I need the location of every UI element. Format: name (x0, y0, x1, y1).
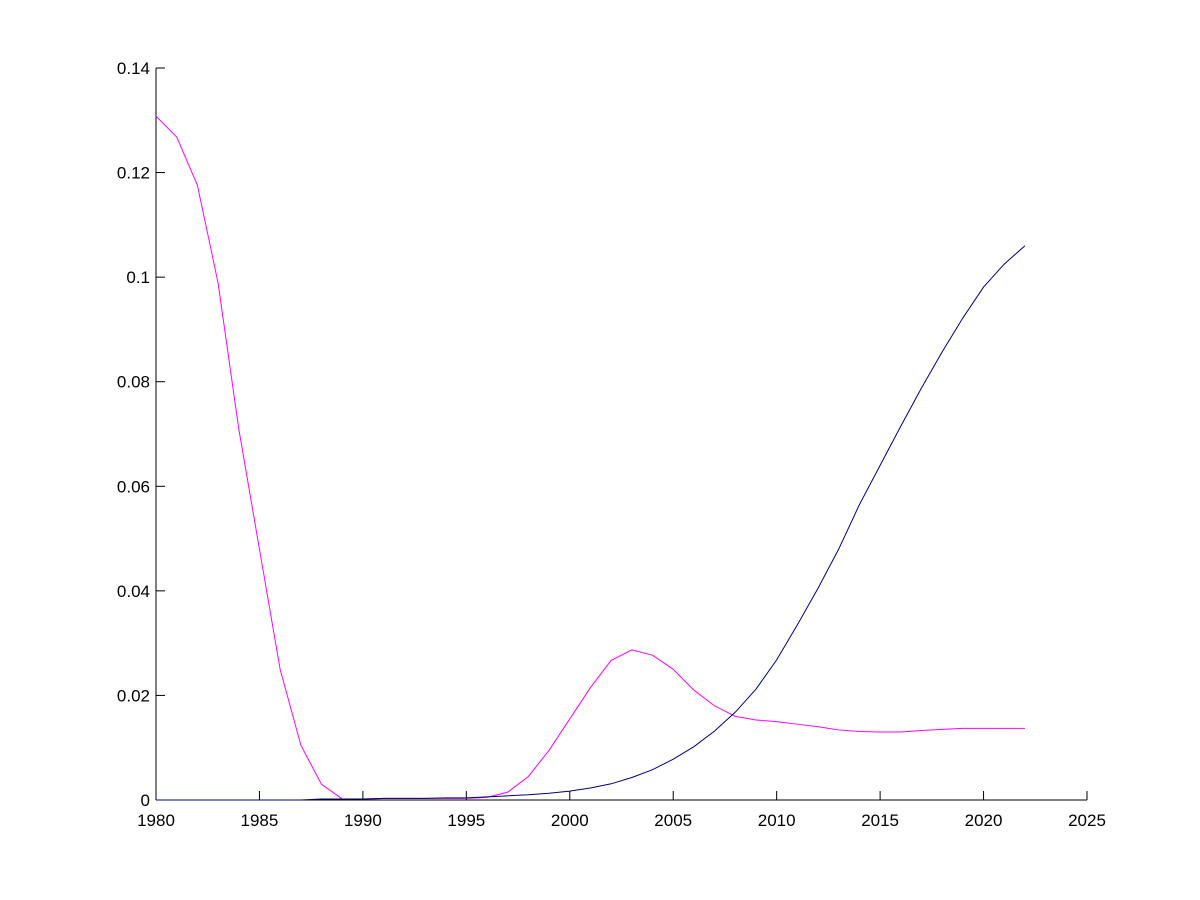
x-tick-label: 2020 (965, 811, 1003, 830)
y-tick-label: 0 (141, 791, 150, 810)
y-tick-label: 0.12 (117, 164, 150, 183)
y-tick-label: 0.08 (117, 373, 150, 392)
x-tick-label: 1985 (241, 811, 279, 830)
y-tick-label: 0.06 (117, 477, 150, 496)
x-tick-label: 2010 (758, 811, 796, 830)
x-tick-label: 2025 (1068, 811, 1106, 830)
y-tick-label: 0.1 (126, 268, 150, 287)
x-tick-label: 2005 (654, 811, 692, 830)
x-tick-label: 1980 (137, 811, 175, 830)
x-tick-label: 1995 (447, 811, 485, 830)
x-tick-label: 1990 (344, 811, 382, 830)
data-line (155, 115, 1025, 800)
y-tick-label: 0.04 (117, 582, 150, 601)
data-line (156, 245, 1026, 801)
x-tick-label: 2015 (861, 811, 899, 830)
y-tick-label: 0.14 (117, 59, 150, 78)
x-tick-label: 2000 (551, 811, 589, 830)
y-tick-label: 0.02 (117, 686, 150, 705)
